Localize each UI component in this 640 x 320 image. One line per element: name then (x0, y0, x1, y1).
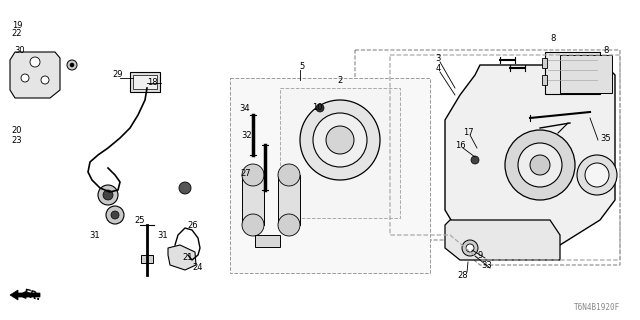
Polygon shape (445, 220, 560, 260)
Circle shape (577, 155, 617, 195)
Circle shape (111, 211, 119, 219)
Text: 2: 2 (337, 76, 342, 84)
Circle shape (313, 113, 367, 167)
Bar (230, 78, 430, 273)
Bar (542, 58, 547, 68)
Bar (255, 235, 280, 247)
Bar (542, 75, 547, 85)
Circle shape (41, 76, 49, 84)
Text: 24: 24 (193, 263, 204, 273)
Text: 28: 28 (458, 270, 468, 279)
Circle shape (70, 63, 74, 67)
Circle shape (278, 164, 300, 186)
Bar (560, 55, 612, 93)
Bar (141, 255, 153, 263)
Text: 30: 30 (15, 45, 26, 54)
Bar (280, 88, 400, 218)
Circle shape (179, 182, 191, 194)
Circle shape (471, 156, 479, 164)
Polygon shape (10, 52, 60, 98)
Text: 33: 33 (482, 260, 492, 269)
Text: 23: 23 (12, 135, 22, 145)
Circle shape (98, 185, 118, 205)
Circle shape (242, 214, 264, 236)
Text: 17: 17 (463, 127, 474, 137)
Polygon shape (168, 245, 196, 270)
Circle shape (103, 190, 113, 200)
Circle shape (278, 214, 300, 236)
Circle shape (466, 244, 474, 252)
Text: 34: 34 (240, 103, 250, 113)
Circle shape (67, 60, 77, 70)
Circle shape (300, 100, 380, 180)
Text: 5: 5 (300, 61, 305, 70)
Circle shape (316, 104, 324, 112)
Bar (133, 75, 157, 89)
Polygon shape (10, 290, 40, 300)
Text: 19: 19 (12, 20, 22, 29)
Circle shape (30, 57, 40, 67)
Text: 4: 4 (435, 63, 440, 73)
Text: T6N4B1920F: T6N4B1920F (573, 303, 620, 313)
Bar (545, 52, 600, 94)
Circle shape (585, 163, 609, 187)
Text: 31: 31 (90, 230, 100, 239)
Text: 8: 8 (604, 45, 609, 54)
Text: 21: 21 (183, 253, 193, 262)
Circle shape (106, 206, 124, 224)
Text: 22: 22 (12, 28, 22, 37)
Text: 26: 26 (188, 220, 198, 229)
Bar (242, 175, 264, 225)
Bar (278, 175, 300, 225)
Circle shape (530, 155, 550, 175)
Circle shape (242, 164, 264, 186)
Text: 29: 29 (113, 69, 124, 78)
Circle shape (518, 143, 562, 187)
Text: 3: 3 (435, 53, 441, 62)
Text: 32: 32 (242, 131, 252, 140)
Circle shape (462, 240, 478, 256)
Text: 25: 25 (135, 215, 145, 225)
Text: 9: 9 (477, 251, 483, 260)
Text: 20: 20 (12, 125, 22, 134)
Text: 31: 31 (157, 230, 168, 239)
Text: 35: 35 (601, 133, 611, 142)
Text: 27: 27 (241, 169, 252, 178)
Circle shape (326, 126, 354, 154)
Text: 10: 10 (312, 102, 323, 111)
Text: 8: 8 (550, 34, 556, 43)
Text: FR.: FR. (22, 288, 42, 302)
Circle shape (505, 130, 575, 200)
Polygon shape (445, 65, 615, 248)
Text: 16: 16 (454, 140, 465, 149)
Text: 18: 18 (147, 77, 157, 86)
Bar (130, 72, 160, 92)
Circle shape (21, 74, 29, 82)
